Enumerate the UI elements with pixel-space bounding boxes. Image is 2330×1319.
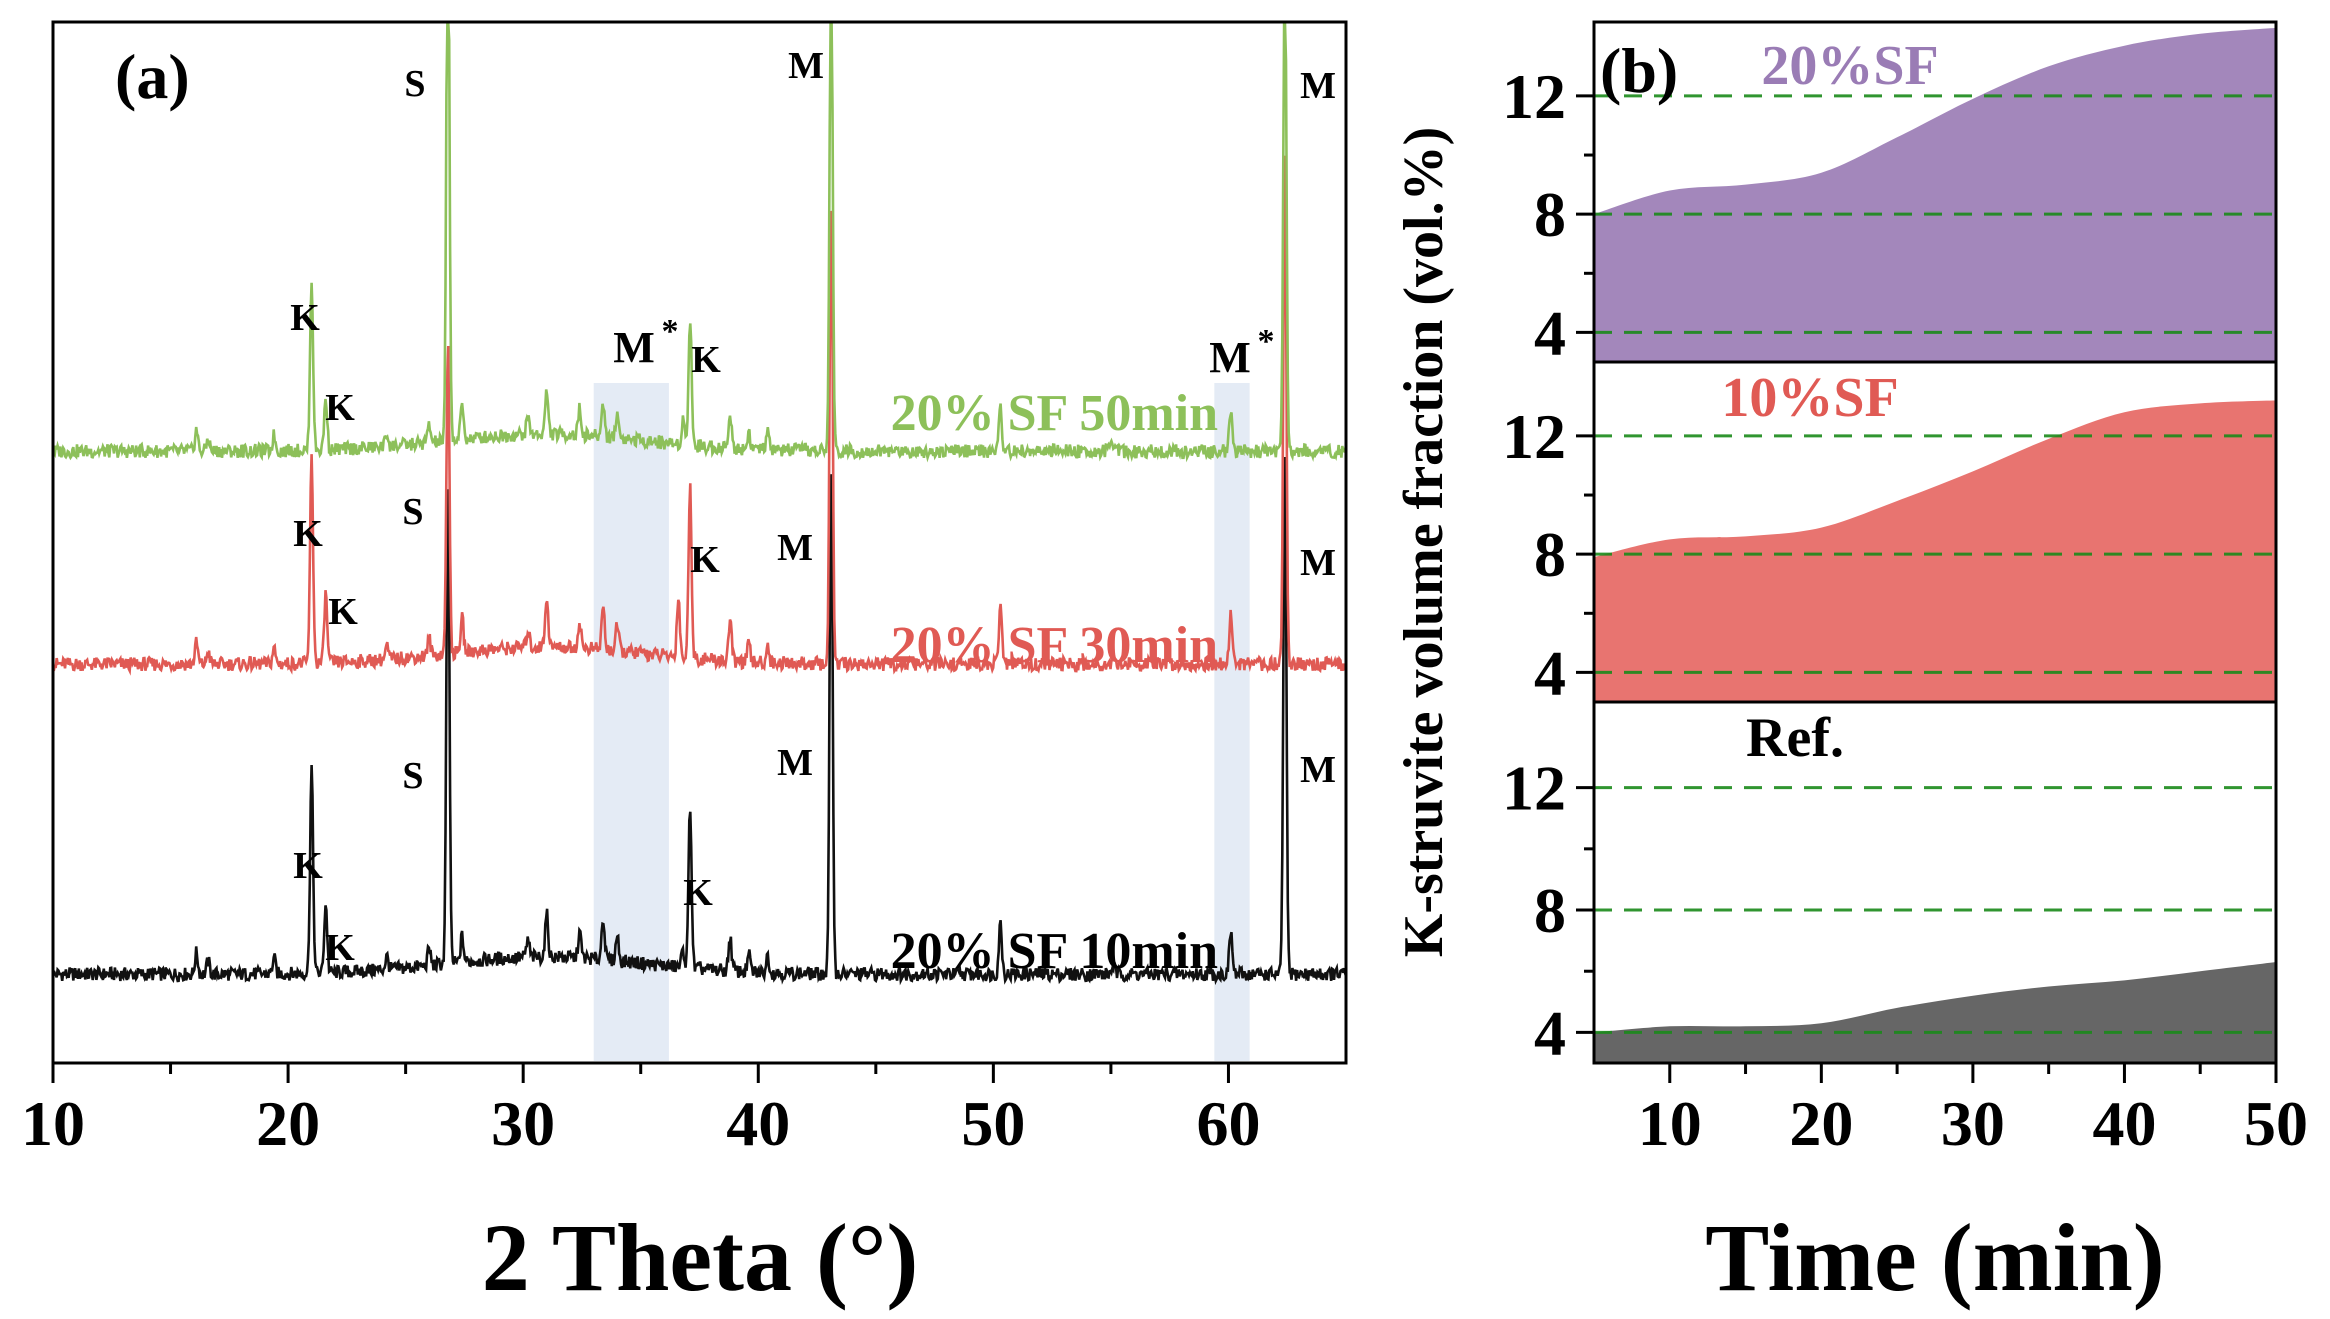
y-tick-label: 8 (1534, 519, 1566, 590)
series-labels: 20% SF 10min 20% SF 30min 20% SF 50min (891, 385, 1219, 980)
peak-label: K (325, 927, 355, 969)
area-series-label: 10%SF (1721, 367, 1898, 429)
vf-y-axis-label: K-struvite volume fraction (vol.%) (1393, 127, 1455, 957)
band-label-superscript: * (662, 313, 679, 350)
peak-label: S (404, 63, 425, 105)
xrd-x-axis-label: 2 Theta (°) (482, 1204, 919, 1311)
series-label: 20% SF 10min (891, 923, 1219, 980)
x-tick-label: 50 (961, 1088, 1025, 1159)
peak-label: M (777, 742, 813, 784)
x-tick-label: 30 (1941, 1088, 2005, 1159)
y-tick-label: 12 (1502, 753, 1566, 824)
xrd-series-group (51, 22, 1348, 986)
volume-fraction-panel: 4 8 12 20%SF 4 8 12 10%SF 4 8 12 Ref. 10 20 30 40 50 (b… (1393, 20, 2308, 1311)
vf-x-axis-label: Time (min) (1705, 1204, 2165, 1311)
area-fill (1594, 962, 2276, 1063)
x-tick-label: 40 (2092, 1088, 2156, 1159)
area-series-label: 20%SF (1761, 35, 1938, 97)
y-tick-label: 4 (1534, 297, 1566, 368)
xrd-x-ticks: 10 20 30 40 50 60 (21, 1063, 1260, 1159)
vf-x-ticks: 10 20 30 40 50 (1638, 1063, 2308, 1159)
x-tick-label: 10 (1638, 1088, 1702, 1159)
xrd-series-line (52, 155, 1348, 676)
x-tick-label: 40 (726, 1088, 790, 1159)
peak-label: M (777, 527, 813, 569)
peak-label: K (290, 297, 320, 339)
x-tick-label: 10 (21, 1088, 85, 1159)
xrd-plot-frame (51, 20, 1348, 1065)
y-tick-label: 12 (1502, 401, 1566, 472)
peak-label: S (402, 491, 423, 533)
peak-label: K (325, 387, 355, 429)
panel-a-label: (a) (115, 41, 190, 112)
band-label: M (1209, 333, 1251, 382)
area-fill (1594, 27, 2276, 363)
xrd-series-line (51, 456, 1348, 986)
y-tick-label: 8 (1534, 179, 1566, 250)
x-tick-label: 20 (256, 1088, 320, 1159)
peak-label: M (788, 45, 824, 87)
x-tick-label: 20 (1789, 1088, 1853, 1159)
y-tick-label: 4 (1534, 997, 1566, 1068)
peak-label: S (402, 755, 423, 797)
y-tick-label: 8 (1534, 875, 1566, 946)
series-label: 20% SF 50min (891, 385, 1219, 442)
panel-b-label: (b) (1600, 35, 1678, 106)
x-tick-label: 50 (2244, 1088, 2308, 1159)
peak-label: K (683, 872, 713, 914)
peak-label: M (1300, 542, 1336, 584)
peak-label: K (293, 513, 323, 555)
x-tick-label: 60 (1196, 1088, 1260, 1159)
peak-label: K (691, 339, 721, 381)
area-series-label: Ref. (1746, 707, 1844, 769)
area-panels: 4 8 12 20%SF 4 8 12 10%SF 4 8 12 Ref. (1502, 27, 2276, 1068)
band-label-superscript: * (1258, 323, 1275, 360)
peak-label: M (1300, 65, 1336, 107)
peak-label: K (293, 845, 323, 887)
peak-label: K (690, 539, 720, 581)
x-tick-label: 30 (491, 1088, 555, 1159)
xrd-series-line (51, 22, 1348, 463)
band-label: M (613, 323, 655, 372)
area-fill (1594, 400, 2276, 702)
y-tick-label: 4 (1534, 637, 1566, 708)
series-label: 20% SF 30min (891, 617, 1219, 674)
y-tick-label: 12 (1502, 61, 1566, 132)
peak-label: M (1300, 749, 1336, 791)
peak-label: K (328, 591, 358, 633)
vf-plot-frame (1592, 20, 2278, 1065)
